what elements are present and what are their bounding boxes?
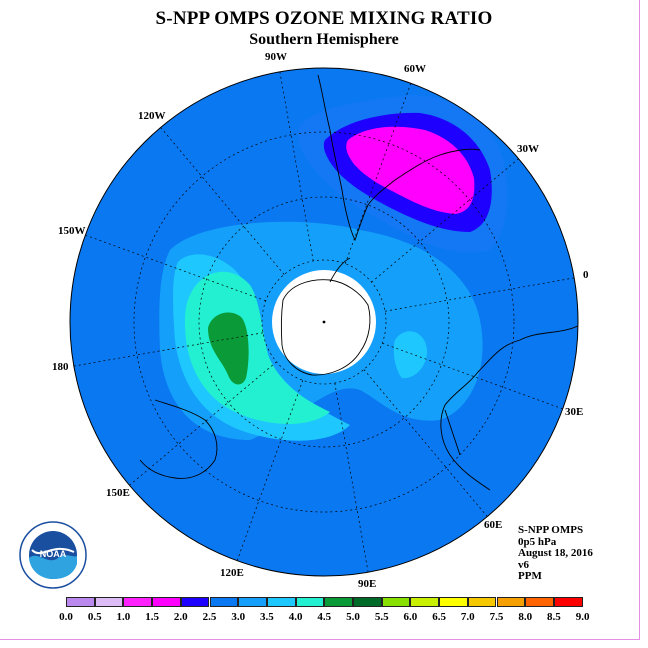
colorbar-cell [295,597,325,607]
info-units: PPM [518,570,542,582]
info-version: v6 [518,558,529,571]
new-zealand-coast [139,399,218,479]
meridian-line [344,83,412,264]
info-level: 0p5 hPa [518,535,557,548]
meridian-line [384,277,575,312]
meridian-line [236,380,304,561]
meridian-line [85,234,266,302]
colorbar-tick-label: 6.5 [432,611,446,623]
label-60e: 60E [484,519,502,531]
antarctic-peninsula [329,257,351,283]
colorbar-cell [496,597,526,607]
latitude-circle-40s [133,131,515,513]
latitude-circle-80s [261,259,387,385]
meridian-line [382,342,563,410]
meridian-line [371,158,519,283]
info-instrument: S-NPP OMPS [518,524,584,536]
field-level-4p5-max [208,312,249,385]
colorbar-cell [209,597,239,607]
meridian-lines [73,71,575,573]
figure-title: S-NPP OMPS OZONE MIXING RATIO [155,8,493,29]
label-30e: 30E [565,406,583,418]
colorbar-cell [238,597,267,607]
colorbar-tick-label: 8.5 [547,611,561,623]
meridian-line [129,361,277,486]
meridian-line [334,382,369,573]
label-60w: 60W [404,63,426,75]
colorbar-tick-label: 8.0 [518,611,533,623]
colorbar-cell [410,597,440,607]
africa-coast [440,324,578,491]
label-0: 0 [583,269,589,281]
colorbar-tick-label: 0.5 [87,611,102,623]
noaa-logo-text: NOAA [40,549,67,559]
colorbar-cell [152,597,181,607]
colorbar-cell [180,597,210,607]
south-america-coast [317,74,481,242]
colorbar-cell [353,597,382,607]
madagascar [444,409,461,456]
noaa-logo: NOAA [19,521,87,589]
colorbar-tick-label: 0.0 [59,611,73,623]
colorbar-tick-label: 6.0 [403,611,418,623]
colorbar-cell [324,597,353,607]
colorbar-tick-label: 5.0 [346,611,360,623]
south-pole-dot [322,320,326,324]
colorbar-tick-label: 3.5 [260,611,274,623]
meridian-line [279,71,314,262]
colorbar-tick-label: 2.5 [202,611,217,623]
colorbar-tick-label: 4.5 [317,611,332,623]
label-150e: 150E [106,487,130,499]
meridian-line [363,369,488,517]
figure-subtitle: Southern Hemisphere [249,31,399,48]
colorbar-tick-label: 3.0 [231,611,246,623]
colorbar-cell [439,597,468,607]
latitude-circle-60s [198,196,450,448]
label-30w: 30W [517,143,539,155]
label-120e: 120E [220,567,244,579]
graticule [73,71,575,573]
info-date: August 18, 2016 [518,547,593,559]
colorbar-tick-label: 9.0 [575,611,590,623]
colorbar-tick-label: 4.0 [288,611,303,623]
globe-edge [69,67,579,577]
colorbar-tick-label: 7.5 [489,611,504,623]
colorbar-cell [66,597,95,607]
label-90w: 90W [265,51,287,63]
colorbar-tick-label: 7.0 [460,611,475,623]
meridian-line [160,127,285,275]
label-120w: 120W [138,110,166,122]
colorbar-cell [553,597,583,607]
figure-frame [0,0,640,640]
label-180: 180 [52,361,69,373]
colorbar-tick-label: 2.0 [173,611,188,623]
label-90e: 90E [358,578,376,590]
coastlines [119,74,578,576]
colorbar-cell [467,597,497,607]
colorbar-tick-label: 1.5 [145,611,159,623]
colorbar-tick-label: 5.5 [374,611,389,623]
colorbar-cell [525,597,554,607]
info-block: S-NPP OMPS 0p5 hPa August 18, 2016 v6 PP… [518,524,593,583]
meridian-line [73,332,264,367]
colorbar-cell [123,597,153,607]
colorbar-cell [94,597,124,607]
field-level-4p0 [184,271,330,424]
field-level-3p5-east [393,331,428,379]
antarctica-coast [280,279,371,376]
colorbar-tick-label: 1.0 [116,611,131,623]
label-150w: 150W [58,225,86,237]
colorbar-cell [381,597,411,607]
field-blob [255,229,270,244]
ozone-field [70,68,578,576]
colorbar-cell [266,597,296,607]
